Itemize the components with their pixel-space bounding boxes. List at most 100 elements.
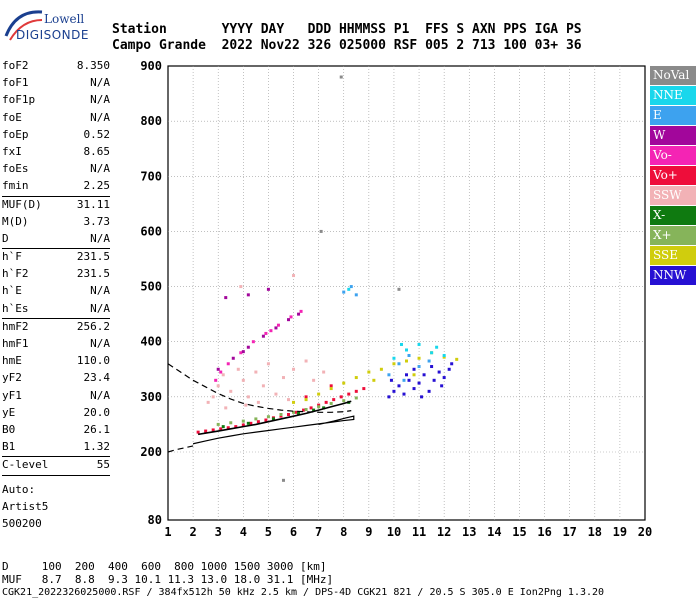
point-vo- [269, 329, 273, 333]
x-tick-label: 20 [638, 525, 652, 539]
point-sse [455, 357, 459, 361]
point-ssw [236, 367, 240, 371]
point-vo- [304, 395, 308, 399]
logo-digisonde-text: DIGISONDE [16, 28, 89, 42]
param-value: N/A [90, 162, 110, 176]
param-name: foEp [2, 127, 29, 141]
point-noval [319, 229, 323, 233]
point-nnw [389, 378, 393, 382]
point-sse [317, 392, 321, 396]
point-ssw [292, 367, 296, 371]
x-tick-label: 7 [315, 525, 322, 539]
point-nne [435, 345, 439, 349]
y-tick-label: 600 [140, 224, 162, 238]
point-nne [347, 287, 351, 291]
logo-swoosh-icon [4, 10, 43, 41]
point-vo- [302, 408, 306, 412]
x-tick-label: 3 [215, 525, 222, 539]
point-x- [317, 405, 321, 409]
param-name: B1 [2, 440, 16, 454]
param-value: N/A [90, 110, 110, 124]
param-name: foEs [2, 162, 29, 176]
param-value: 8.350 [76, 59, 110, 72]
point-nnw [387, 395, 391, 399]
point-vo- [256, 420, 260, 424]
point-sse [405, 359, 408, 363]
point-w [231, 356, 235, 360]
point-vo- [249, 421, 253, 425]
point-w [246, 293, 250, 297]
param-value: 0.52 [83, 127, 111, 141]
point-e [387, 373, 391, 377]
param-value: 231.5 [76, 267, 110, 281]
param-value: 55 [96, 458, 110, 472]
point-nnw [422, 373, 426, 377]
param-row: yF1 N/A [2, 388, 110, 405]
param-row: hmF2 256.2 [2, 319, 110, 336]
point-nnw [447, 367, 451, 371]
param-row: foEp 0.52 [2, 127, 110, 144]
point-noval [339, 75, 343, 79]
plot-frame [167, 65, 646, 521]
divider [2, 195, 110, 197]
point-vo- [214, 378, 218, 382]
point-nnw [417, 381, 421, 385]
y-tick-label: 700 [140, 169, 162, 183]
point-sse [354, 376, 358, 380]
point-vo- [196, 430, 200, 434]
point-e [427, 359, 431, 363]
footer-file-info: CGK21_2022326025000.RSF / 384fx512h 50 k… [2, 587, 605, 598]
param-name: fxI [2, 144, 22, 158]
point-ssw [292, 274, 296, 278]
point-nne [417, 342, 421, 346]
divider [2, 317, 110, 319]
point-x- [221, 425, 225, 429]
param-value: N/A [90, 301, 110, 315]
param-row: yF2 23.4 [2, 370, 110, 387]
point-x- [322, 406, 326, 410]
point-w [287, 318, 291, 322]
y-tick-label: 800 [140, 114, 162, 128]
point-vo- [211, 428, 215, 432]
point-w [261, 334, 265, 338]
param-name: M(D) [2, 214, 29, 228]
point-x- [297, 411, 301, 415]
point-vo- [362, 387, 366, 391]
legend-item-nnw: NNW [650, 266, 696, 285]
point-x- [246, 421, 250, 425]
param-name: foF2 [2, 59, 29, 72]
param-name: MUF(D) [2, 197, 42, 211]
point-e [349, 285, 353, 289]
x-tick-label: 8 [340, 525, 347, 539]
point-w [274, 326, 278, 330]
point-nnw [397, 384, 401, 388]
legend-item-noval: NoVal [650, 66, 696, 85]
point-e [342, 290, 346, 294]
o-trace-line [197, 400, 352, 436]
point-vo- [219, 370, 223, 374]
point-sse [292, 400, 296, 404]
header-row-values: Campo Grande 2022 Nov22 326 025000 RSF 0… [112, 38, 582, 53]
point-vo- [309, 406, 313, 410]
point-x- [312, 408, 316, 412]
param-name: D [2, 231, 9, 245]
param-name: foF1p [2, 93, 36, 107]
point-nnw [440, 384, 444, 388]
param-value: 23.4 [83, 371, 111, 385]
point-nnw [407, 378, 411, 382]
legend-item-vo-: Vo+ [650, 166, 696, 185]
point-e [407, 354, 411, 357]
point-w [297, 312, 301, 316]
point-e [402, 378, 406, 382]
auto-scaling-software: Artist5 [2, 499, 49, 513]
point-nne [442, 354, 446, 357]
point-vo- [239, 351, 243, 355]
params-group-critical-frequencies: foF2 8.350 foF1 N/A foF1p N/A foE N/A foEp 0.52 fx… [2, 58, 110, 196]
logo-lowell-text: Lowell [44, 12, 85, 26]
point-x- [342, 399, 346, 403]
point-x- [254, 417, 258, 421]
point-vo- [287, 413, 291, 417]
profile-dashed-line [167, 363, 352, 413]
point-sse [412, 373, 416, 377]
point-ssw [312, 378, 316, 382]
